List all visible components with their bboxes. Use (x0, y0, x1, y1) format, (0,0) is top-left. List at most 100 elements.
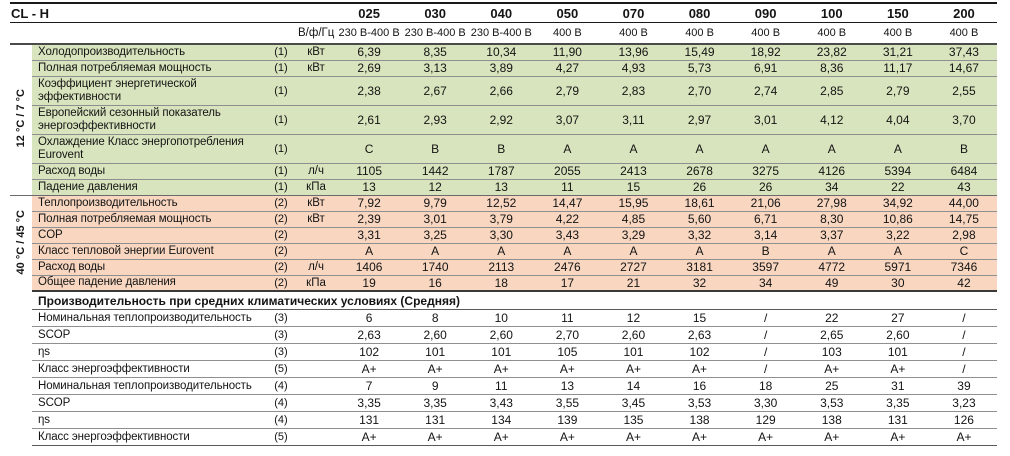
value-cell: 27 (864, 309, 931, 327)
value-cell: 3,45 (600, 394, 667, 412)
table-row: ηs (3) 102 101 101 105 101 102/103 101/ (10, 343, 997, 361)
value-cell: 15 (600, 178, 667, 195)
value-cell: 4,22 (534, 210, 601, 227)
value-cell: 6,91 (732, 59, 799, 76)
value-cell: A+ (798, 428, 865, 446)
table-row: 12 °C / 7 °C Холодопроизводительность (1) к… (10, 44, 997, 195)
value-cell: / (930, 309, 997, 327)
row-unit (296, 242, 337, 259)
table-row: Номинальная теплопроизводительность (4) 7 9… (10, 377, 997, 395)
value-cell: 15 (666, 309, 733, 327)
value-cell: A+ (402, 360, 469, 378)
value-cell: A+ (534, 428, 601, 446)
row-unit (296, 428, 337, 446)
value-cell: C (930, 242, 997, 259)
row-note: (1) (266, 104, 296, 134)
value-cell: 3,43 (468, 394, 535, 412)
value-cell: 1442 (402, 162, 469, 179)
row-label: Номинальная теплопроизводительность (32, 377, 266, 395)
value-cell: 3,35 (864, 394, 931, 412)
row-note: (2) (266, 242, 296, 259)
row-note: (2) (266, 194, 296, 211)
value-cell: 105 (534, 343, 601, 361)
value-cell: 2,83 (600, 75, 667, 105)
value-cell: 17 (534, 274, 601, 291)
value-cell: 3,23 (930, 394, 997, 412)
value-cell: 129 (732, 411, 799, 429)
row-unit (296, 133, 337, 163)
value-cell: A (468, 242, 535, 259)
value-cell: 2055 (534, 162, 601, 179)
value-cell: / (930, 343, 997, 361)
table-row: Номинальная теплопроизводительность (3) 6 8… (10, 309, 997, 327)
value-cell: 2,67 (402, 75, 469, 105)
row-note: (1) (266, 133, 296, 163)
value-cell: A (798, 133, 865, 163)
value-cell: A (402, 242, 469, 259)
row-unit (296, 75, 337, 105)
value-cell: 7346 (930, 258, 997, 275)
value-cell: 2,60 (402, 326, 469, 344)
value-cell: 21 (600, 274, 667, 291)
value-cell: 18 (732, 377, 799, 395)
row-unit: кВт (296, 194, 337, 211)
row-note: (3) (266, 343, 296, 361)
value-cell: 4,93 (600, 59, 667, 76)
row-note: (1) (266, 162, 296, 179)
value-cell: A+ (798, 360, 865, 378)
row-label: Охлаждение Класс энергопотребления Eurov… (32, 133, 266, 163)
table-row: 40 °C / 45 °C Теплопроизводительность (2) к… (10, 194, 997, 291)
row-label: Полная потребляемая мощность (32, 59, 266, 76)
value-cell: 103 (798, 343, 865, 361)
value-cell: A+ (534, 360, 601, 378)
value-cell: 3,53 (798, 394, 865, 412)
row-label: ηs (32, 343, 266, 361)
voltage-cell: 230 В-400 В (336, 22, 403, 45)
table-title: CL - H (10, 2, 337, 23)
value-cell: 27,98 (798, 194, 865, 211)
value-cell: 3,70 (930, 104, 997, 134)
voltage-cell: 400 В (600, 22, 667, 45)
value-cell: 5,73 (666, 59, 733, 76)
value-cell: A+ (600, 428, 667, 446)
row-label: Номинальная теплопроизводительность (32, 309, 266, 327)
value-cell: A+ (336, 428, 403, 446)
value-cell: 2,60 (600, 326, 667, 344)
column-header-model: 200 (930, 2, 997, 23)
value-cell: 14,67 (930, 59, 997, 76)
value-cell: 5,60 (666, 210, 733, 227)
value-cell: 134 (468, 411, 535, 429)
value-cell: / (732, 326, 799, 344)
value-cell: 2,97 (666, 104, 733, 134)
value-cell: 2,85 (798, 75, 865, 105)
value-cell: 30 (864, 274, 931, 291)
row-label: SCOP (32, 326, 266, 344)
row-label: SCOP (32, 394, 266, 412)
value-cell: A+ (732, 428, 799, 446)
row-label: COP (32, 226, 266, 243)
row-note: (2) (266, 274, 296, 291)
value-cell: 14,47 (534, 194, 601, 211)
table-row: COP (2) 3,31 3,25 3,30 3,43 3,29 3,32 3,14 3,37 3,… (10, 226, 997, 243)
value-cell: 21,06 (732, 194, 799, 211)
value-cell: 139 (534, 411, 601, 429)
voltage-cell: 400 В (666, 22, 733, 45)
value-cell: 4,04 (864, 104, 931, 134)
row-label: Падение давления (32, 178, 266, 195)
row-note: (2) (266, 210, 296, 227)
value-cell: 3,14 (732, 226, 799, 243)
row-unit: кВт (296, 44, 337, 60)
voltage-cell: 230 В-400 В (402, 22, 469, 45)
value-cell: 34 (798, 178, 865, 195)
value-cell: A (534, 242, 601, 259)
row-unit (296, 394, 337, 412)
value-cell: 2,63 (336, 326, 403, 344)
value-cell: 13,96 (600, 44, 667, 60)
value-cell: 13 (534, 377, 601, 395)
row-note: (5) (266, 360, 296, 378)
value-cell: 2678 (666, 162, 733, 179)
value-cell: 4,27 (534, 59, 601, 76)
value-cell: A+ (336, 360, 403, 378)
section-side-cell: 12 °C / 7 °C (10, 44, 32, 195)
value-cell: 2,55 (930, 75, 997, 105)
